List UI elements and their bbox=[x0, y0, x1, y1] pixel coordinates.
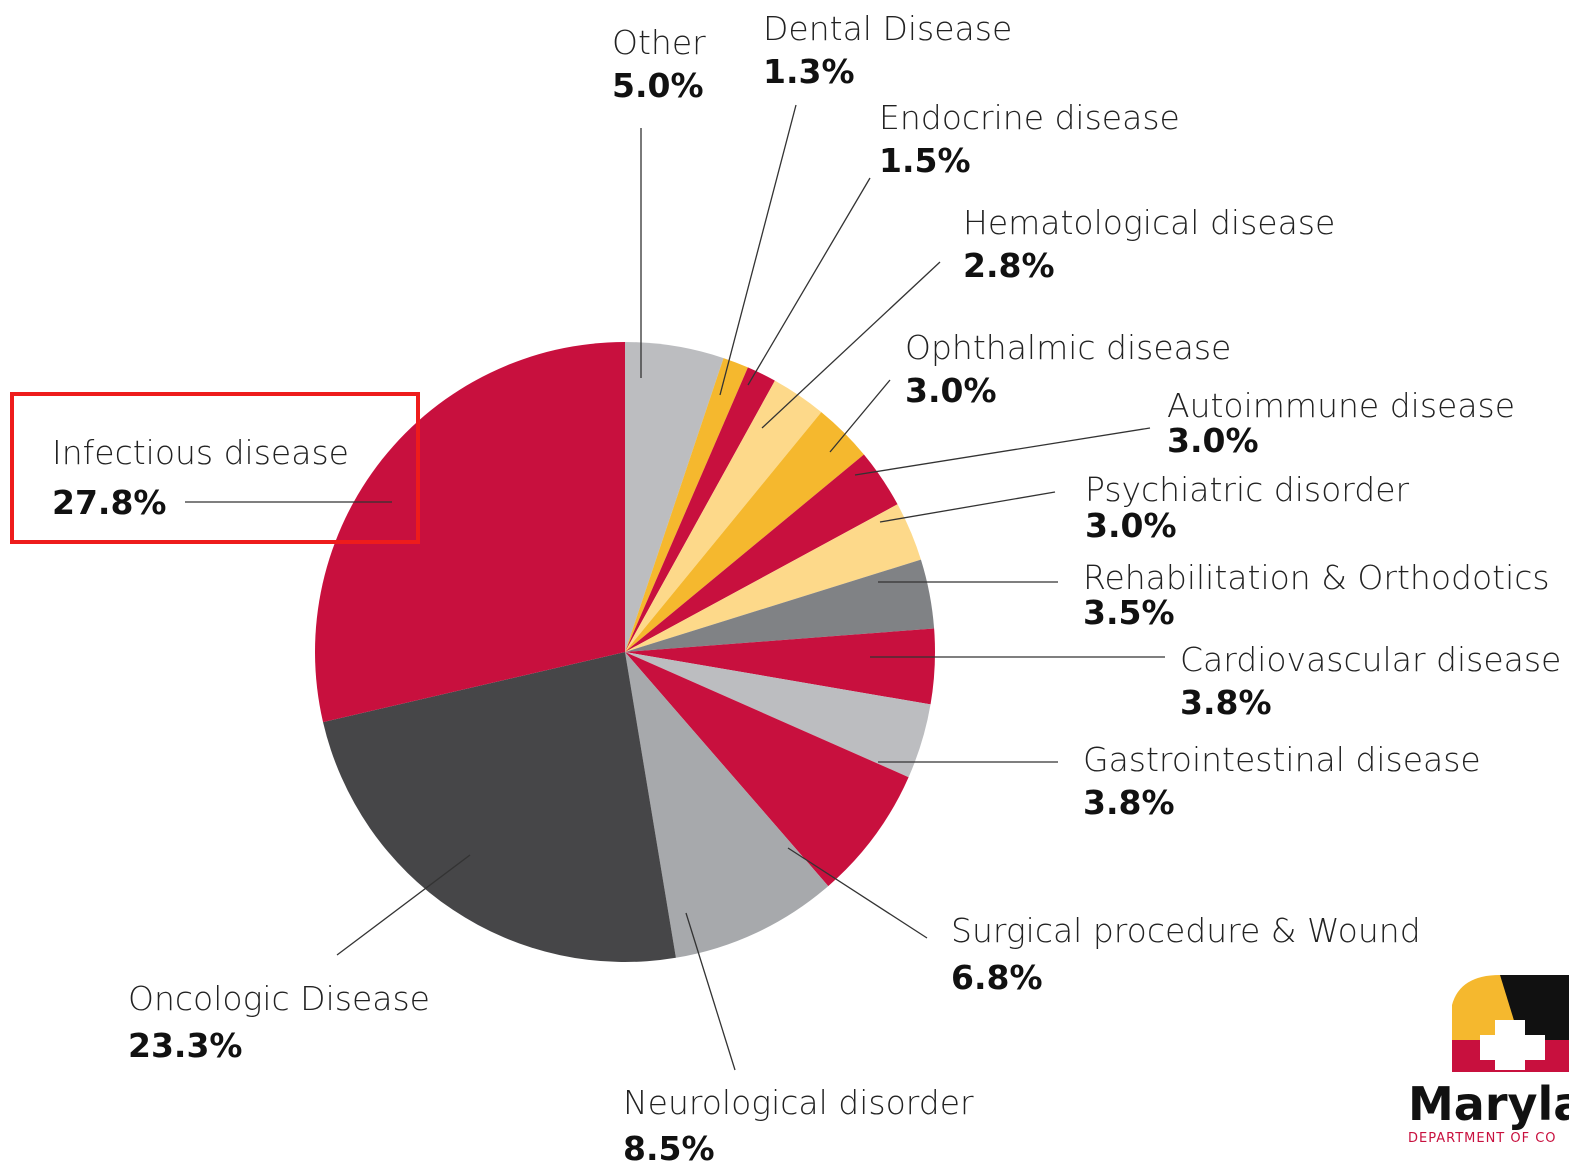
value-label: 3.0% bbox=[905, 371, 997, 410]
slice bbox=[625, 652, 931, 778]
slice bbox=[625, 358, 748, 652]
value-label: 8.5% bbox=[623, 1129, 715, 1164]
slice bbox=[625, 380, 822, 652]
value-label: 3.8% bbox=[1083, 783, 1175, 822]
leader-line bbox=[854, 427, 1151, 476]
leader-line bbox=[747, 177, 871, 386]
slice-label: Gastrointestinal disease bbox=[1083, 740, 1481, 779]
value-label: 3.0% bbox=[1085, 506, 1177, 545]
slice bbox=[625, 412, 864, 652]
slice-label: Ophthalmic disease bbox=[905, 328, 1231, 367]
slice bbox=[625, 652, 909, 887]
slice-label: Neurological disorder bbox=[623, 1083, 974, 1122]
value-label: 23.3% bbox=[128, 1026, 243, 1065]
slice-label: Oncologic Disease bbox=[128, 979, 430, 1018]
value-label: 3.8% bbox=[1180, 683, 1272, 722]
logo-subtext: DEPARTMENT OF CO bbox=[1408, 1131, 1557, 1146]
logo-text: Maryla bbox=[1408, 1077, 1569, 1131]
slice-label: Surgical procedure & Wound bbox=[951, 911, 1421, 950]
slice bbox=[315, 342, 625, 723]
slice bbox=[625, 504, 921, 652]
value-label: 2.8% bbox=[963, 246, 1055, 285]
value-label: 27.8% bbox=[52, 483, 167, 522]
value-label: 1.5% bbox=[879, 141, 971, 180]
slice-label: Psychiatric disorder bbox=[1085, 470, 1410, 509]
leader-line bbox=[336, 854, 471, 956]
logo: Maryla DEPARTMENT OF CO bbox=[1408, 975, 1569, 1146]
leader-line bbox=[829, 379, 891, 453]
value-label: 3.5% bbox=[1083, 593, 1175, 632]
leader-line bbox=[719, 104, 797, 396]
leader-line bbox=[685, 912, 736, 1071]
leader-line bbox=[787, 847, 928, 939]
leader-line bbox=[761, 261, 941, 429]
slice-label: Autoimmune disease bbox=[1167, 386, 1515, 425]
slice bbox=[323, 652, 676, 962]
value-label: 5.0% bbox=[612, 66, 704, 105]
slice-label: Endocrine disease bbox=[879, 98, 1180, 137]
slice-label: Cardiovascular disease bbox=[1180, 640, 1561, 679]
slice-label: Rehabilitation & Orthodotics bbox=[1083, 558, 1550, 597]
slice bbox=[625, 342, 724, 652]
slice bbox=[625, 454, 898, 652]
slice-label: Other bbox=[612, 23, 706, 62]
pie bbox=[315, 342, 935, 962]
value-label: 1.3% bbox=[763, 52, 855, 91]
slice-label: Dental Disease bbox=[763, 9, 1012, 48]
value-label: 6.8% bbox=[951, 958, 1043, 997]
labels: Other 5.0% Dental Disease 1.3% Endocrine dis… bbox=[52, 9, 1561, 1164]
slice bbox=[625, 628, 935, 705]
slice bbox=[625, 652, 829, 958]
value-label: 3.0% bbox=[1167, 421, 1259, 460]
slice bbox=[625, 367, 775, 652]
logo-cross bbox=[1480, 1020, 1545, 1070]
leader-line bbox=[879, 491, 1056, 523]
highlight-box bbox=[10, 392, 420, 544]
slice bbox=[625, 559, 935, 652]
slice-label: Infectious disease bbox=[52, 433, 349, 472]
slice-label: Hematological disease bbox=[963, 203, 1335, 242]
